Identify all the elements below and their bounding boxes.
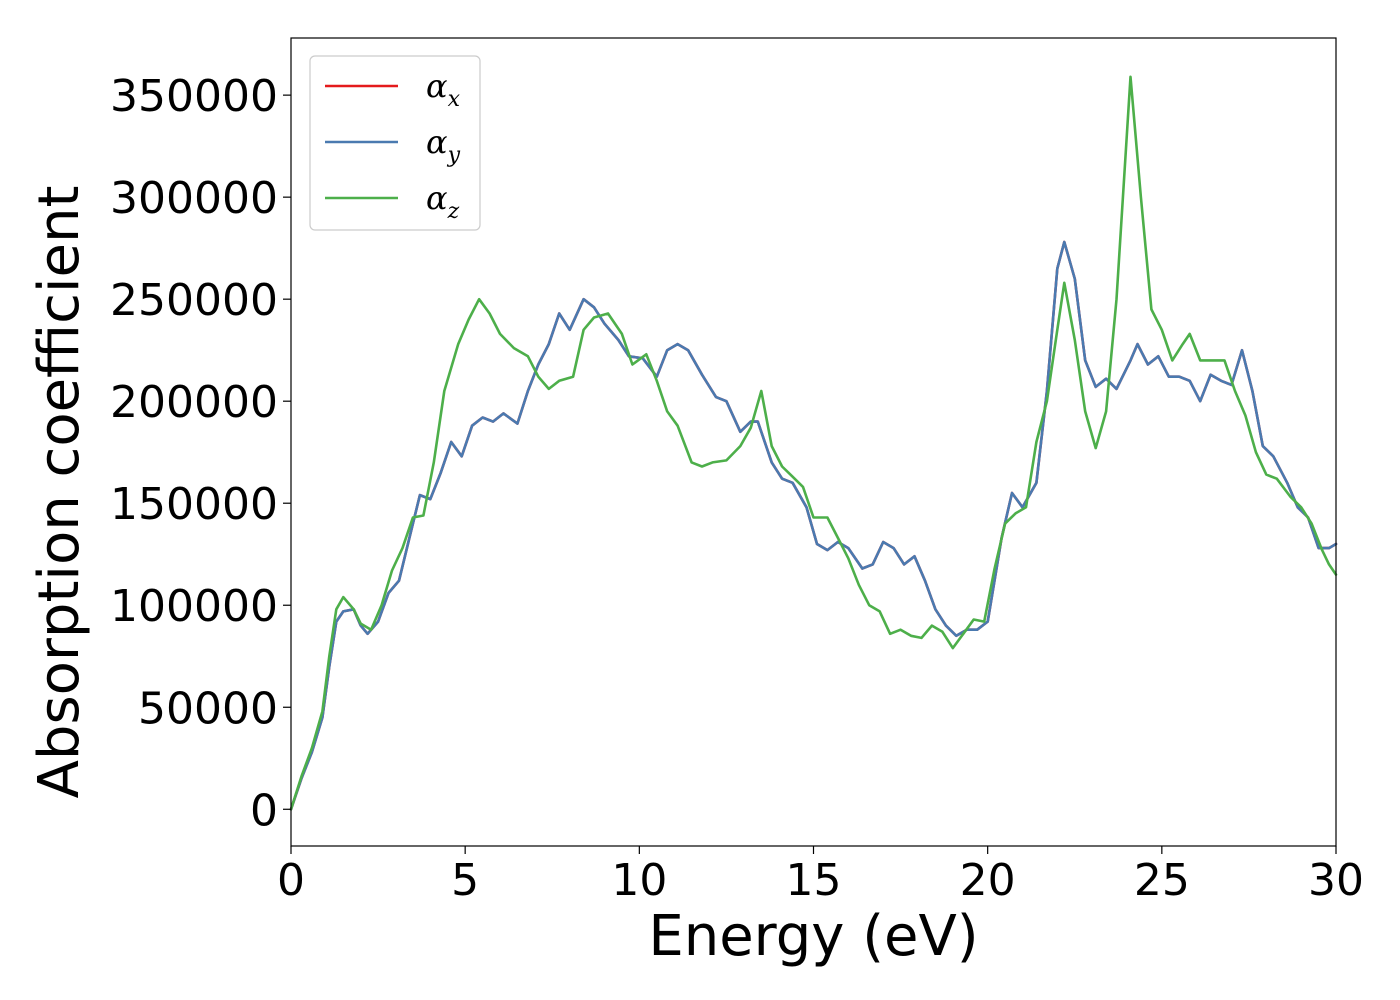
y-axis: 0 50000 100000 150000 200000 250000 300000 3500…	[110, 71, 291, 836]
x-tick-label: 20	[960, 855, 1016, 906]
x-tick-label: 0	[277, 855, 305, 906]
series-line-y	[289, 240, 1338, 811]
y-tick-label: 50000	[138, 683, 278, 734]
y-tick-label: 200000	[110, 377, 278, 428]
x-axis: 0 5 10 15 20 25 30	[277, 846, 1364, 906]
y-axis-label: Absorption coefficient	[27, 186, 92, 799]
x-tick-label: 10	[611, 855, 667, 906]
y-tick-label: 100000	[110, 581, 278, 632]
series-line-z	[289, 75, 1338, 811]
series-layer	[289, 75, 1338, 811]
x-tick-label: 25	[1134, 855, 1190, 906]
y-tick-label: 0	[250, 785, 278, 836]
series-line-x	[289, 240, 1338, 811]
y-tick-label: 150000	[110, 479, 278, 530]
x-tick-label: 30	[1308, 855, 1364, 906]
y-tick-label: 350000	[110, 71, 278, 122]
x-axis-label: Energy (eV)	[648, 904, 978, 969]
y-tick-label: 300000	[110, 173, 278, 224]
y-tick-label: 250000	[110, 275, 278, 326]
x-tick-label: 5	[451, 855, 479, 906]
x-tick-label: 15	[786, 855, 842, 906]
